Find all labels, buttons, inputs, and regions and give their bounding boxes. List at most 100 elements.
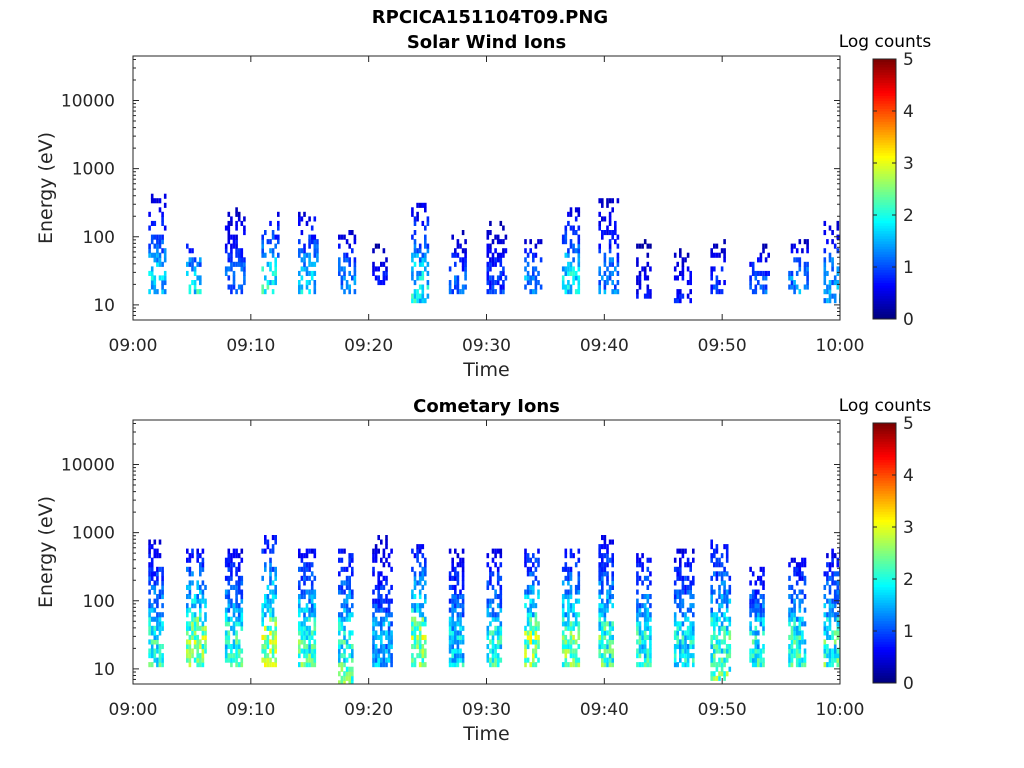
heatmap-cell xyxy=(526,275,530,281)
colorbar-band xyxy=(873,680,896,684)
heatmap-cell xyxy=(598,621,601,627)
heatmap-cell xyxy=(454,261,457,267)
heatmap-cell xyxy=(232,621,236,627)
heatmap-cell xyxy=(385,634,388,640)
heatmap-cell xyxy=(153,584,157,590)
colorbar-band xyxy=(873,446,896,450)
heatmap-cell xyxy=(413,644,417,650)
heatmap-cell xyxy=(676,571,679,577)
heatmap-cell xyxy=(788,584,791,590)
colorbar-band xyxy=(873,176,896,180)
heatmap-cell xyxy=(646,607,650,613)
heatmap-cell xyxy=(710,539,713,545)
heatmap-cell xyxy=(424,298,427,304)
heatmap-cell xyxy=(264,275,267,281)
heatmap-cell xyxy=(826,270,829,276)
heatmap-cell xyxy=(377,657,380,663)
heatmap-cell xyxy=(264,625,267,631)
heatmap-cell xyxy=(826,648,829,654)
heatmap-cell xyxy=(227,580,231,586)
heatmap-cell xyxy=(532,562,535,568)
heatmap-cell xyxy=(313,625,317,631)
heatmap-cell xyxy=(713,266,716,272)
colorbar-band xyxy=(873,306,896,310)
heatmap-cell xyxy=(456,594,460,600)
heatmap-cell xyxy=(801,557,804,563)
heatmap-cell xyxy=(266,280,270,286)
heatmap-cell xyxy=(577,252,581,258)
heatmap-cell xyxy=(577,280,581,286)
heatmap-cell xyxy=(524,257,527,263)
heatmap-cell xyxy=(499,275,503,281)
heatmap-cell xyxy=(534,634,538,640)
heatmap-cell xyxy=(572,625,575,631)
heatmap-cell xyxy=(269,589,272,595)
heatmap-cell xyxy=(564,225,568,231)
heatmap-cell xyxy=(300,634,304,640)
heatmap-cell xyxy=(348,584,351,590)
heatmap-cell xyxy=(606,575,609,581)
heatmap-cell xyxy=(345,639,349,645)
heatmap-cell xyxy=(413,289,417,295)
heatmap-cell xyxy=(502,225,505,231)
heatmap-cell xyxy=(759,621,763,627)
heatmap-cell xyxy=(718,589,721,595)
heatmap-cell xyxy=(461,289,465,295)
heatmap-cell xyxy=(826,644,829,650)
heatmap-cell xyxy=(686,634,690,640)
heatmap-cell xyxy=(343,548,346,554)
heatmap-cell xyxy=(150,220,154,226)
heatmap-cell xyxy=(196,634,199,640)
colorbar-band xyxy=(873,90,896,94)
heatmap-cell xyxy=(424,594,427,600)
heatmap-cell xyxy=(338,625,341,631)
heatmap-cell xyxy=(340,639,344,645)
heatmap-cell xyxy=(649,612,652,618)
heatmap-cell xyxy=(603,270,607,276)
heatmap-cell xyxy=(451,648,454,654)
colorbar-band xyxy=(873,560,896,564)
heatmap-cell xyxy=(649,653,652,659)
heatmap-cell xyxy=(418,548,422,554)
heatmap-cell xyxy=(494,562,497,568)
heatmap-cell xyxy=(598,612,601,618)
heatmap-cell xyxy=(158,644,162,650)
panel-title: Solar Wind Ions xyxy=(407,32,566,53)
heatmap-cell xyxy=(529,603,532,609)
heatmap-cell xyxy=(598,553,601,559)
heatmap-cell xyxy=(298,621,301,627)
heatmap-cell xyxy=(348,671,351,677)
heatmap-cell xyxy=(148,566,151,572)
heatmap-cell xyxy=(504,275,508,281)
heatmap-cell xyxy=(537,625,540,631)
heatmap-cell xyxy=(833,612,837,618)
heatmap-cell xyxy=(611,198,614,204)
heatmap-cell xyxy=(561,566,565,572)
heatmap-cell xyxy=(382,270,386,276)
heatmap-cell xyxy=(421,220,425,226)
heatmap-cell xyxy=(413,603,417,609)
heatmap-cell xyxy=(348,284,351,290)
colorbar-tick-label: 1 xyxy=(903,622,914,642)
heatmap-cell xyxy=(725,594,729,600)
heatmap-cell xyxy=(237,562,241,568)
heatmap-cell xyxy=(385,662,388,668)
colorbar-band xyxy=(873,555,896,559)
heatmap-cell xyxy=(577,662,581,668)
heatmap-cell xyxy=(186,607,189,613)
heatmap-cell xyxy=(641,266,644,272)
heatmap-cell xyxy=(456,644,460,650)
heatmap-cell xyxy=(795,644,799,650)
heatmap-cell xyxy=(643,630,647,636)
heatmap-cell xyxy=(725,548,729,554)
heatmap-cell xyxy=(186,270,189,276)
heatmap-cell xyxy=(836,280,840,286)
heatmap-cell xyxy=(601,580,604,586)
heatmap-cell xyxy=(193,598,197,604)
heatmap-cell xyxy=(372,630,375,636)
heatmap-cell xyxy=(749,657,752,663)
heatmap-cell xyxy=(710,275,713,281)
heatmap-cell xyxy=(608,198,612,204)
heatmap-cell xyxy=(416,580,419,586)
heatmap-cell xyxy=(831,548,834,554)
